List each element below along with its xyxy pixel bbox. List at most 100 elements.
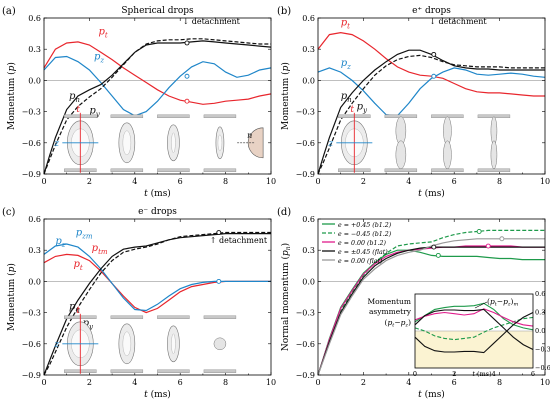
- drop-shape: [443, 140, 452, 170]
- data-marker: [476, 229, 482, 234]
- inset-frame: [414, 293, 534, 369]
- data-marker: [184, 73, 190, 79]
- series-line: [43, 41, 272, 105]
- x-tick-label: 8: [497, 378, 502, 387]
- data-marker: [184, 40, 190, 46]
- y-tick-label: −0.6: [296, 139, 315, 148]
- x-tick-label: 10: [266, 378, 276, 387]
- series-line: [317, 49, 545, 175]
- y-axis-label: Momentum (p): [6, 62, 17, 130]
- y-axis-label: Momentum (p): [6, 263, 17, 331]
- data-marker: [431, 244, 437, 250]
- y-tick-label: −0.6: [296, 340, 315, 349]
- y-tick-label: −0.6: [22, 340, 41, 349]
- drop-shape-highlight: [217, 134, 223, 152]
- inset-y-tick-label: −0.3: [535, 346, 550, 354]
- x-tick-label: 6: [452, 378, 457, 387]
- chart-title: e⁺ drops: [412, 6, 451, 16]
- series-line: [317, 54, 545, 175]
- series-label-pn: pn: [341, 91, 352, 104]
- x-tick-label: 0: [315, 378, 320, 387]
- series-label-pt: pt: [74, 259, 83, 272]
- surface-bottom: [110, 369, 144, 373]
- series-label-pz: pz: [55, 236, 65, 249]
- chart-panel: (d) 0 2 4 6 8 10 −0.9 −0.6 −0.3 0.0 0.3 0.6 t (ms) Nor…: [277, 207, 550, 400]
- inset-label-t: t: [350, 105, 354, 115]
- series-line: [43, 231, 271, 376]
- series-line: [43, 40, 272, 175]
- data-marker: [435, 252, 441, 258]
- inset-ylabel-line-2: asymmetry: [369, 307, 412, 316]
- y-tick-label: −0.9: [296, 170, 315, 179]
- data-marker: [431, 51, 437, 57]
- x-tick-label: 0: [41, 177, 46, 186]
- x-tick-label: 6: [452, 177, 457, 186]
- inset-y-tick-label: 0.6: [535, 290, 545, 298]
- detachment-annotation: ↓ detachment: [429, 17, 487, 26]
- y-tick-label: 0.0: [28, 277, 41, 286]
- y-tick-label: 0.6: [302, 14, 315, 23]
- series-label-pt: pt: [98, 27, 107, 40]
- data-marker: [499, 236, 505, 242]
- data-marker: [216, 230, 222, 235]
- drop-contact-shape: [247, 127, 264, 159]
- y-tick-label: −0.9: [22, 170, 41, 179]
- surface-bottom: [203, 168, 237, 173]
- surface-bottom: [157, 369, 190, 373]
- inset-y-tick-label: −0.6: [535, 364, 550, 372]
- inset-annotation: (pt−pz)m: [487, 297, 518, 308]
- surface-top: [110, 315, 144, 319]
- x-axis-label: t (ms): [418, 188, 445, 199]
- y-axis-label: Momentum (p): [280, 62, 291, 130]
- legend-label: e = +0.45 (b1.2): [338, 222, 392, 229]
- inset-annotation-arrow: [474, 301, 488, 309]
- y-tick-label: −0.9: [22, 371, 41, 380]
- drop-shape-highlight: [122, 130, 132, 156]
- chart-title: Spherical drops: [121, 6, 194, 16]
- y-tick-label: 0.3: [28, 45, 41, 54]
- y-tick-label: 0.6: [302, 215, 315, 224]
- y-tick-label: −0.3: [22, 309, 41, 318]
- y-tick-label: 0.3: [302, 45, 315, 54]
- surface-bottom: [431, 168, 464, 173]
- chart-panel: (a) Spherical drops 0 2 4 6 8 10 −0.9 −0.6 −0.3 0.0…: [2, 6, 276, 199]
- series-label-py: py: [83, 318, 94, 331]
- y-tick-label: −0.3: [22, 108, 41, 117]
- x-tick-label: 8: [223, 378, 228, 387]
- data-marker: [216, 278, 222, 284]
- inset-ylabel-line-1: Momentum: [367, 297, 411, 306]
- series-line: [317, 67, 546, 117]
- drop-shape-highlight: [122, 331, 132, 356]
- drop-shape: [395, 140, 407, 170]
- chart-title: e⁻ drops: [138, 207, 177, 217]
- y-tick-label: 0.3: [302, 246, 315, 255]
- surface-bottom: [203, 369, 237, 373]
- series-label-pt: pt: [341, 17, 350, 30]
- y-tick-label: −0.3: [296, 309, 315, 318]
- y-tick-label: −0.3: [296, 108, 315, 117]
- y-tick-label: −0.6: [22, 139, 41, 148]
- surface-top: [157, 114, 190, 119]
- series-label-ptm: ptm: [92, 243, 108, 256]
- drop-shape: [490, 140, 498, 170]
- series-line: [317, 238, 545, 376]
- x-axis-label: t (ms): [144, 389, 171, 400]
- x-tick-label: 10: [266, 177, 276, 186]
- drop-shape: [213, 337, 227, 351]
- drop-shape-highlight: [171, 333, 176, 354]
- x-tick-label: 2: [87, 177, 92, 186]
- legend: e = +0.45 (b1.2) e = −0.45 (b1.2) e = 0.00…: [322, 222, 392, 265]
- series-line: [317, 245, 545, 376]
- legend-label: e = −0.45 (b1.2): [338, 231, 392, 238]
- surface-bottom: [477, 168, 511, 173]
- inset-ylabel-expr: (pt−pz): [385, 318, 412, 329]
- x-tick-label: 2: [361, 378, 366, 387]
- x-tick-label: 8: [497, 177, 502, 186]
- series-line: [317, 31, 545, 97]
- detachment-annotation: ↓ detachment: [182, 17, 240, 26]
- panel-label: (c): [2, 207, 16, 218]
- inset-label-t: t: [76, 105, 80, 115]
- inset-x-label: t (ms): [472, 370, 492, 378]
- inset-x-tick-label: 0: [413, 370, 417, 378]
